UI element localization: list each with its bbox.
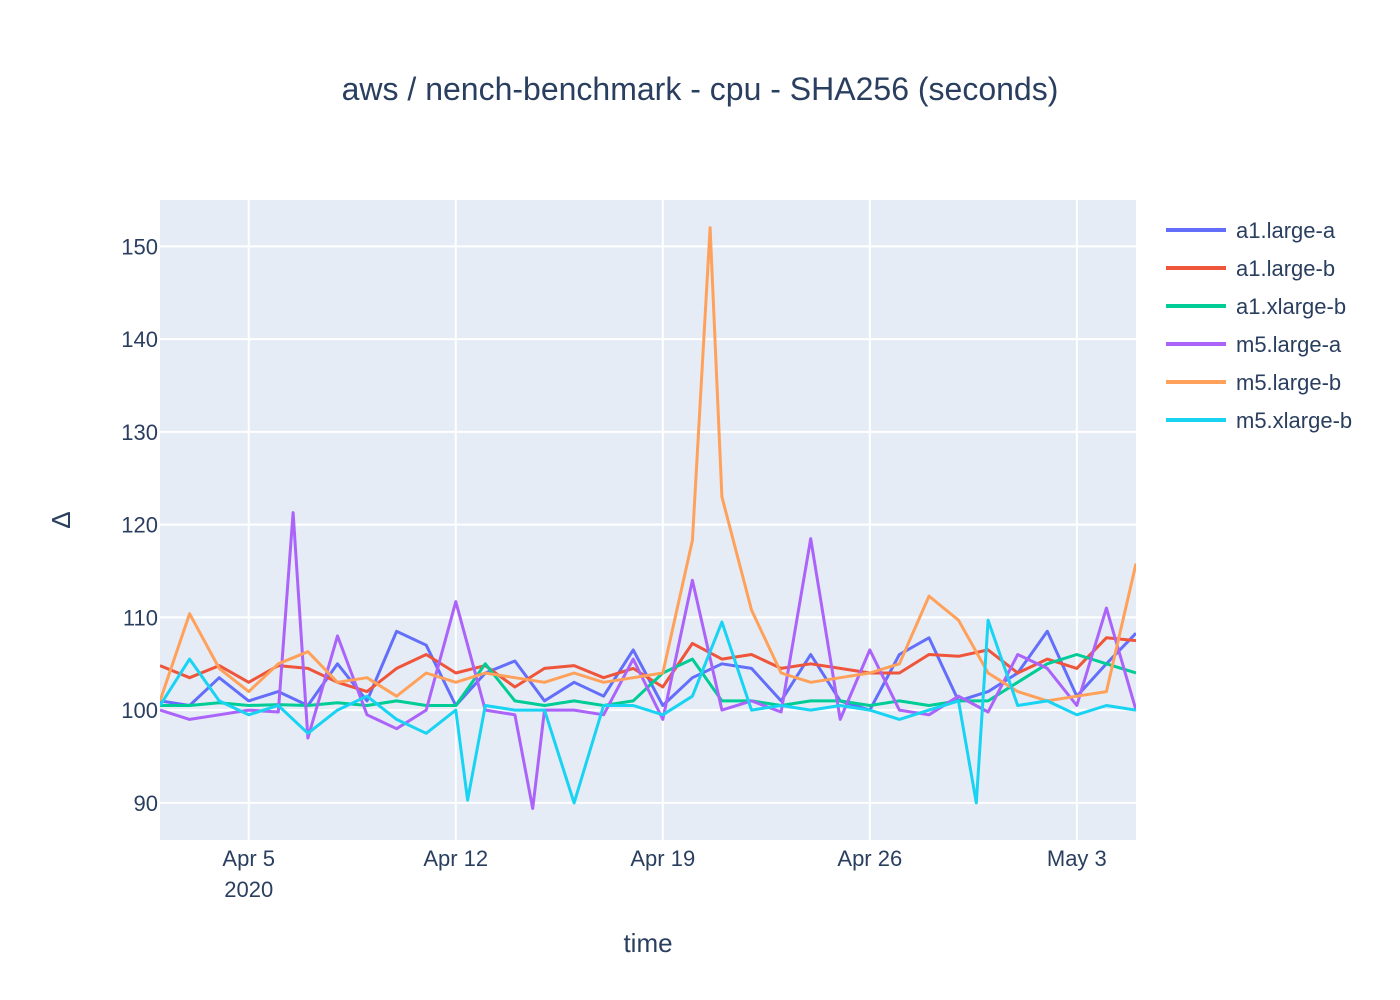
chart-title: aws / nench-benchmark - cpu - SHA256 (se… <box>342 71 1059 107</box>
y-tick-label: 90 <box>134 791 158 816</box>
y-axis-title: Δ <box>46 511 76 528</box>
y-tick-label: 110 <box>123 605 158 630</box>
x-tick-label: Apr 26 <box>837 846 902 871</box>
legend-item-m5-xlarge-b[interactable]: m5.xlarge-b <box>1166 408 1352 433</box>
x-tick-sublabel: 2020 <box>224 877 273 902</box>
legend-label: a1.large-b <box>1236 256 1335 281</box>
series-lines <box>160 226 1136 810</box>
legend-item-a1-large-b[interactable]: a1.large-b <box>1166 256 1335 281</box>
legend-item-a1-xlarge-b[interactable]: a1.xlarge-b <box>1166 294 1346 319</box>
x-axis-ticks: Apr 5 2020 Apr 12 Apr 19 Apr 26 May 3 <box>222 846 1106 902</box>
x-tick-label: May 3 <box>1047 846 1107 871</box>
legend-item-m5-large-b[interactable]: m5.large-b <box>1166 370 1341 395</box>
legend-label: m5.xlarge-b <box>1236 408 1352 433</box>
series-line-m5-xlarge-b <box>160 618 1136 805</box>
series-line-a1-large-b <box>160 636 1136 694</box>
legend-label: a1.large-a <box>1236 218 1336 243</box>
x-tick-label: Apr 5 <box>222 846 275 871</box>
legend-label: m5.large-b <box>1236 370 1341 395</box>
y-axis-ticks: 90 100 110 120 130 140 150 <box>121 234 158 816</box>
y-tick-label: 150 <box>121 234 158 259</box>
x-axis-title: time <box>623 928 672 958</box>
series-line-m5-large-b <box>160 226 1136 703</box>
y-tick-label: 140 <box>121 327 158 352</box>
legend-label: a1.xlarge-b <box>1236 294 1346 319</box>
legend-label: m5.large-a <box>1236 332 1342 357</box>
plot-area <box>160 200 1136 840</box>
x-tick-label: Apr 19 <box>630 846 695 871</box>
x-gridlines <box>247 200 1078 840</box>
legend-item-a1-large-a[interactable]: a1.large-a <box>1166 218 1336 243</box>
legend-item-m5-large-a[interactable]: m5.large-a <box>1166 332 1342 357</box>
x-tick-label: Apr 12 <box>423 846 488 871</box>
y-gridlines <box>160 245 1136 804</box>
y-tick-label: 100 <box>121 698 158 723</box>
series-line-m5-large-a <box>160 511 1136 810</box>
y-tick-label: 130 <box>121 420 158 445</box>
legend[interactable]: a1.large-a a1.large-b a1.xlarge-b m5.large-… <box>1166 218 1352 433</box>
y-tick-label: 120 <box>121 513 158 538</box>
